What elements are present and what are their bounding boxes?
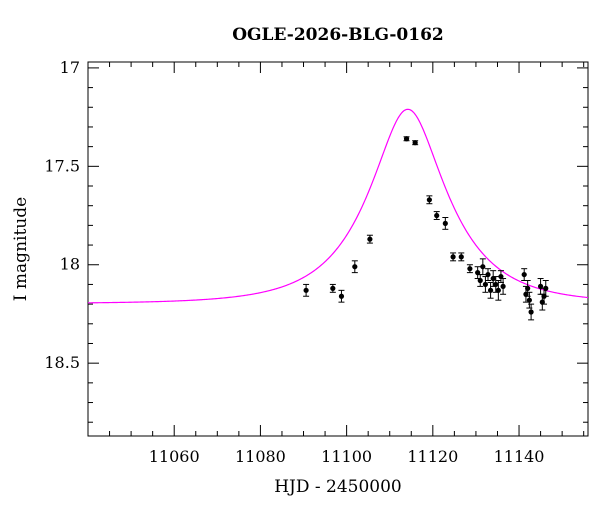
data-point [495,279,502,301]
data-marker [525,285,531,291]
data-point [366,234,373,244]
data-marker [480,264,486,270]
x-tick-label: 11100 [321,447,372,466]
ticks-layer: 11060 11080 11100 11120 11140 17 17.5 18 18.5 [44,58,588,466]
data-point [338,289,345,303]
data-marker [467,266,473,272]
data-marker [426,197,432,203]
data-point [466,264,473,274]
data-point [458,252,465,262]
data-marker [442,220,448,227]
data-point [542,279,549,297]
data-point [485,268,491,281]
data-marker [403,136,410,142]
chart-title: OGLE-2026-BLG-0162 [232,25,444,45]
data-point [526,291,533,309]
data-point [537,278,544,295]
data-marker [521,271,527,278]
data-marker [352,264,358,270]
data-marker [434,212,440,219]
data-point [474,266,481,280]
data-point [329,283,336,293]
data-marker [458,254,464,260]
data-marker [450,254,456,260]
data-point [492,276,499,293]
data-marker [495,287,501,293]
data-point [528,303,535,321]
data-marker [367,236,373,242]
data-points-layer [303,136,549,321]
data-point [303,283,310,297]
y-tick-label: 17 [60,58,80,77]
x-tick-label: 11120 [407,447,458,466]
data-marker [412,140,418,146]
plot-frame [87,61,589,437]
data-marker [482,281,489,288]
data-point [479,258,486,276]
plot-border [87,61,589,437]
data-point [433,211,440,220]
x-tick-label: 11060 [149,447,200,466]
data-marker [477,277,483,284]
y-axis-title: I magnitude [11,197,31,301]
y-tick-label: 17.5 [44,156,80,175]
x-tick-label: 11140 [494,447,545,466]
data-marker [303,287,309,293]
data-marker [528,309,534,315]
data-marker [526,297,532,303]
data-point [450,252,457,262]
data-point [482,276,489,293]
data-marker [487,287,494,293]
data-marker [490,275,496,282]
data-marker [330,285,336,291]
x-axis-title: HJD - 2450000 [274,477,402,497]
model-curve [87,108,589,304]
data-point [426,195,433,205]
model-curve-layer [87,108,589,304]
data-marker [485,271,491,278]
data-point [412,140,419,146]
y-tick-label: 18 [60,255,80,274]
data-marker [338,293,345,299]
data-point [487,281,494,299]
x-tick-label: 11080 [235,447,286,466]
data-point [500,278,507,295]
data-marker [475,270,481,276]
data-marker [498,273,504,280]
data-point [351,260,358,274]
y-tick-label: 18.5 [44,353,80,372]
data-point [521,268,528,281]
data-point [403,136,410,142]
data-marker [537,283,544,289]
data-marker [500,283,506,289]
data-point [442,217,449,230]
data-marker [493,281,499,288]
data-marker [543,285,549,291]
